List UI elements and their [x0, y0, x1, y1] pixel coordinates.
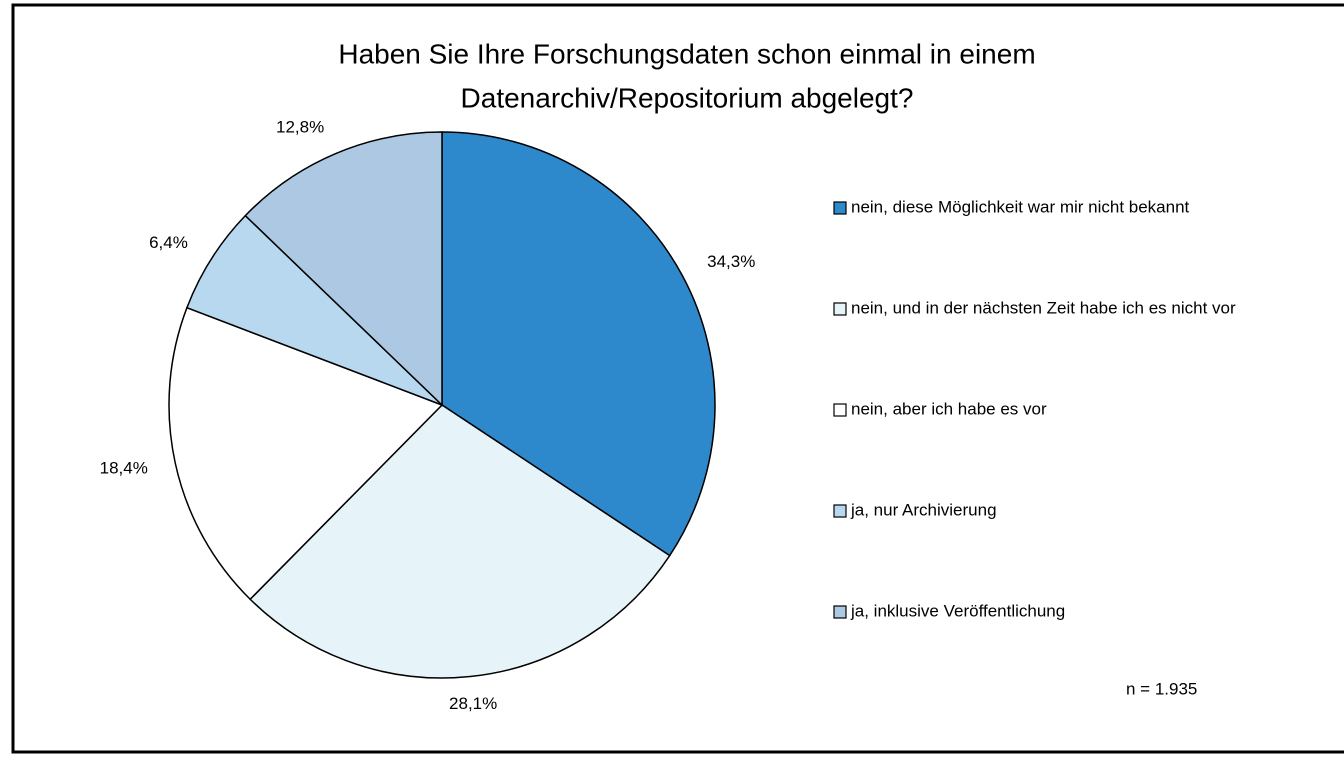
pie-slice	[168, 306, 444, 601]
pie-slice	[244, 131, 443, 407]
legend-swatch	[833, 302, 847, 316]
data-label: 18,4%	[100, 458, 148, 477]
data-label: 34,3%	[707, 252, 755, 271]
pie-slice	[249, 404, 671, 679]
legend-label: nein, diese Möglichkeit war mir nicht be…	[851, 197, 1190, 216]
data-label: 12,8%	[276, 117, 324, 136]
legend-label: ja, nur Archivierung	[850, 500, 997, 519]
data-label: 28,1%	[449, 694, 497, 713]
chart-title: Haben Sie Ihre Forschungsdaten schon ein…	[338, 38, 1035, 69]
legend-swatch	[833, 201, 847, 215]
chart-title: Datenarchiv/Repositorium abgelegt?	[461, 82, 914, 113]
legend-label: nein, und in der nächsten Zeit habe ich …	[851, 298, 1236, 317]
frame	[11, 3, 1344, 754]
legend-swatch	[833, 504, 847, 518]
legend-swatch	[833, 403, 847, 417]
annotation: n = 1.935	[1126, 679, 1197, 698]
legend-swatch	[833, 605, 847, 619]
data-label: 6,4%	[149, 233, 188, 252]
legend-label: ja, inklusive Veröffentlichung	[850, 601, 1065, 620]
legend-label: nein, aber ich habe es vor	[851, 399, 1047, 418]
